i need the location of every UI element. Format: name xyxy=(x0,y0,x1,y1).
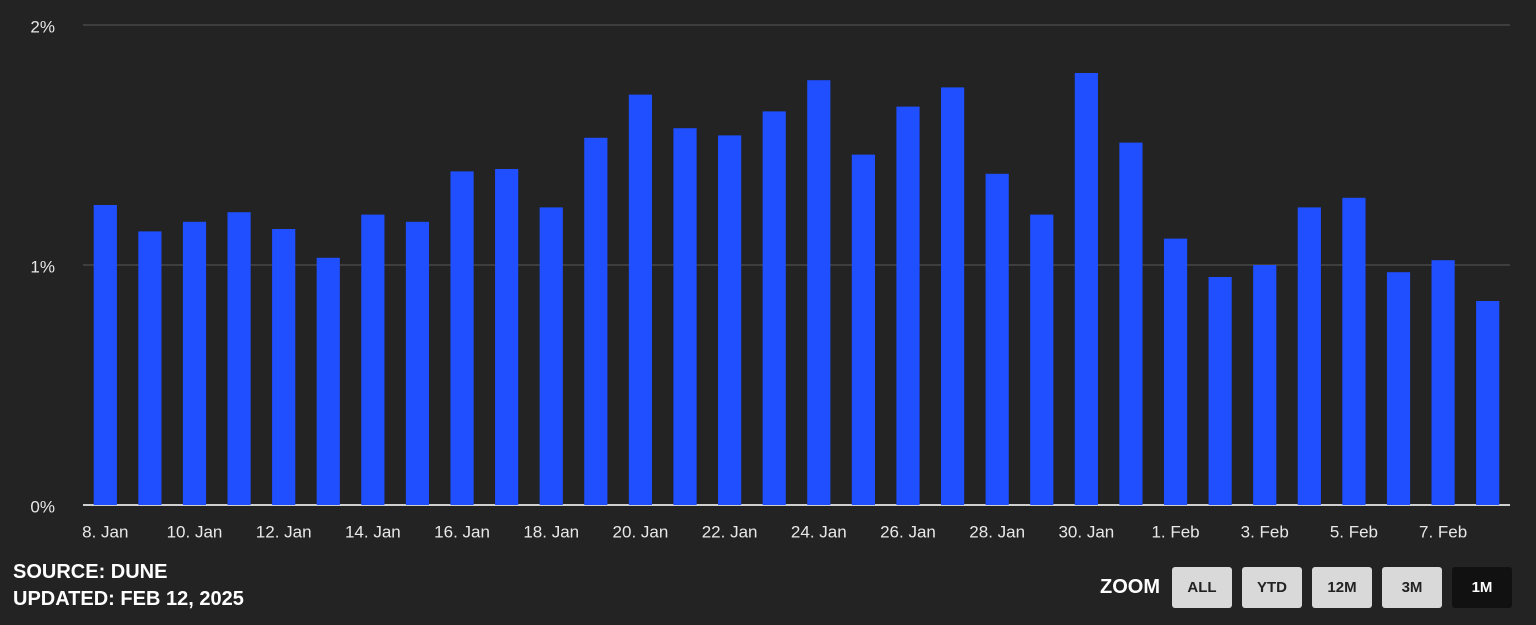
x-tick-label: 24. Jan xyxy=(791,522,847,541)
x-tick-label: 20. Jan xyxy=(613,522,669,541)
bar xyxy=(851,154,875,505)
bar xyxy=(1342,197,1366,506)
y-tick-label: 2% xyxy=(30,17,55,36)
updated: UPDATED: FEB 12, 2025 xyxy=(13,588,244,610)
x-tick-label: 1. Feb xyxy=(1151,522,1199,541)
bar xyxy=(361,214,385,505)
bar xyxy=(896,106,920,505)
bar xyxy=(272,229,296,505)
source: SOURCE: DUNE xyxy=(13,561,168,583)
bar xyxy=(93,205,117,505)
bar xyxy=(1476,301,1500,505)
bar xyxy=(718,135,742,505)
bar xyxy=(182,221,207,506)
x-tick-label: 3. Feb xyxy=(1241,522,1289,541)
x-tick-label: 5. Feb xyxy=(1330,522,1378,541)
bar xyxy=(673,128,697,505)
zoom-button[interactable]: 1M xyxy=(1452,567,1512,608)
zoom-button[interactable]: 3M xyxy=(1382,567,1442,608)
y-tick-label: 1% xyxy=(30,257,55,276)
x-tick-label: 8. Jan xyxy=(82,522,128,541)
bar xyxy=(762,111,786,506)
zoom-label: ZOOM xyxy=(1100,576,1160,598)
zoom-bar: ZOOM ALL YTD 12M 3M 1M xyxy=(1100,567,1512,608)
bar xyxy=(584,137,608,506)
y-tick-label: 0% xyxy=(30,497,55,516)
bar xyxy=(450,171,474,505)
bar xyxy=(940,87,965,506)
bar xyxy=(1208,277,1232,505)
bar xyxy=(985,173,1009,506)
bar xyxy=(539,207,563,505)
zoom-button[interactable]: YTD xyxy=(1242,567,1302,608)
bar xyxy=(1253,265,1277,505)
bar xyxy=(1386,272,1411,505)
bar xyxy=(405,221,430,506)
bar xyxy=(1030,214,1054,505)
x-tick-label: 12. Jan xyxy=(256,522,312,541)
x-tick-label: 7. Feb xyxy=(1419,522,1467,541)
bar xyxy=(1163,238,1188,505)
chart: 0% 1% 2% 8. Jan 10. Jan 12. Jan 14. Jan 16. Jan… xyxy=(30,17,1510,541)
bar xyxy=(628,94,653,505)
bar xyxy=(807,80,831,505)
x-tick-label: 30. Jan xyxy=(1058,522,1114,541)
zoom-button[interactable]: ALL xyxy=(1172,567,1232,608)
bar xyxy=(1074,73,1098,505)
x-tick-label: 10. Jan xyxy=(167,522,223,541)
bar xyxy=(316,257,340,505)
zoom-button[interactable]: 12M xyxy=(1312,567,1372,608)
x-tick-label: 14. Jan xyxy=(345,522,401,541)
x-tick-label: 26. Jan xyxy=(880,522,936,541)
bar xyxy=(1119,142,1143,505)
bar xyxy=(495,169,519,505)
x-tick-label: 16. Jan xyxy=(434,522,490,541)
x-tick-label: 28. Jan xyxy=(969,522,1025,541)
x-tick-label: 22. Jan xyxy=(702,522,758,541)
bar xyxy=(1431,260,1455,505)
x-tick-label: 18. Jan xyxy=(523,522,579,541)
bar xyxy=(227,212,251,505)
bar xyxy=(138,231,162,505)
bar xyxy=(1297,207,1321,505)
